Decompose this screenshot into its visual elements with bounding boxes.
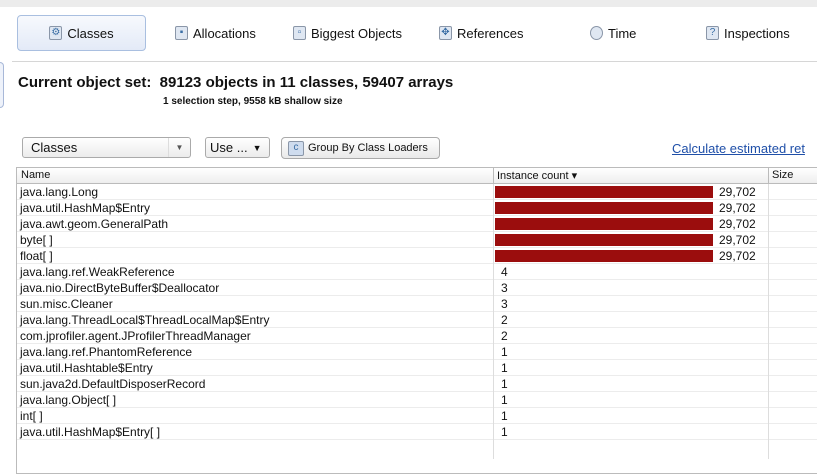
tab-label: Time [608,25,637,41]
group-button-label: Group By Class Loaders [308,142,428,154]
class-loader-icon: c [288,140,304,156]
instance-count: 29,702 [719,233,756,247]
side-tab[interactable] [0,62,4,108]
class-name: java.lang.Object[ ] [20,393,117,407]
instance-count: 3 [501,297,508,311]
class-name: float[ ] [20,249,53,263]
column-size[interactable]: Size [772,169,794,181]
table-row[interactable]: java.lang.ref.WeakReference 4 [17,264,817,280]
table-row[interactable]: float[ ] 29,702 [17,248,817,264]
instance-count-bar [495,250,713,262]
instance-count: 29,702 [719,185,756,199]
classes-icon: ⚙ [49,26,63,40]
instance-count: 29,702 [719,201,756,215]
class-name: java.lang.ref.PhantomReference [20,345,193,359]
divider [12,61,817,62]
class-name: java.lang.Long [20,185,99,199]
table-row[interactable]: sun.misc.Cleaner 3 [17,296,817,312]
table-row[interactable]: java.lang.Long 29,702 [17,184,817,200]
tab-inspections[interactable]: ? Inspections [706,15,790,51]
instance-count: 1 [501,393,508,407]
allocations-icon: ▪ [175,26,188,40]
instance-count-bar [495,218,713,230]
class-name: com.jprofiler.agent.JProfilerThreadManag… [20,329,251,343]
tab-allocations[interactable]: ▪ Allocations [175,15,256,51]
chevron-down-icon: ▼ [168,138,190,157]
top-strip [0,0,817,7]
instance-count: 1 [501,345,508,359]
page-title: Current object set: 89123 objects in 11 … [18,74,454,91]
use-select[interactable]: Use ... ▼ [205,137,270,158]
references-icon: ✥ [439,26,452,40]
table-row[interactable]: java.lang.ThreadLocal$ThreadLocalMap$Ent… [17,312,817,328]
table-row[interactable]: java.lang.Object[ ] 1 [17,392,817,408]
table-body: java.lang.Long 29,702 java.util.HashMap$En… [17,184,817,440]
class-name: byte[ ] [20,233,53,247]
table-row[interactable]: sun.java2d.DefaultDisposerRecord 1 [17,376,817,392]
clock-icon [590,26,603,40]
instance-count-bar [495,186,713,198]
instance-count: 1 [501,361,508,375]
class-name: sun.misc.Cleaner [20,297,113,311]
group-by-class-loaders-button[interactable]: c Group By Class Loaders [281,137,440,159]
chevron-down-icon: ▼ [252,142,262,153]
instance-count-bar [495,234,713,246]
table-header: Name Instance count ▾ Size [17,168,817,184]
tab-label: Allocations [193,25,256,41]
tab-classes[interactable]: ⚙ Classes [17,15,146,51]
table-row[interactable]: java.util.HashMap$Entry[ ] 1 [17,424,817,440]
table-row[interactable]: byte[ ] 29,702 [17,232,817,248]
instance-count: 3 [501,281,508,295]
class-name: java.lang.ThreadLocal$ThreadLocalMap$Ent… [20,313,270,327]
table-row[interactable]: java.awt.geom.GeneralPath 29,702 [17,216,817,232]
instance-count: 2 [501,313,508,327]
instance-count-bar [495,202,713,214]
table-row[interactable]: java.util.HashMap$Entry 29,702 [17,200,817,216]
tab-references[interactable]: ✥ References [439,15,523,51]
instance-count: 1 [501,409,508,423]
column-instance-count[interactable]: Instance count ▾ [497,170,578,182]
help-icon: ? [706,26,719,40]
calculate-retained-link[interactable]: Calculate estimated ret [672,141,805,156]
table-row[interactable]: int[ ] 1 [17,408,817,424]
column-name[interactable]: Name [21,169,51,181]
tab-biggest-objects[interactable]: ▫ Biggest Objects [293,15,402,51]
view-select[interactable]: Classes ▼ [22,137,191,158]
table-row[interactable]: java.lang.ref.PhantomReference 1 [17,344,817,360]
table-row[interactable]: java.nio.DirectByteBuffer$Deallocator 3 [17,280,817,296]
classes-table: Name Instance count ▾ Size java.lang.Lon… [16,167,817,474]
instance-count: 29,702 [719,249,756,263]
use-select-value: Use ... [210,140,248,155]
instance-count: 29,702 [719,217,756,231]
class-name: java.awt.geom.GeneralPath [20,217,169,231]
tab-time[interactable]: Time [590,15,636,51]
biggest-objects-icon: ▫ [293,26,306,40]
table-row[interactable]: java.util.Hashtable$Entry 1 [17,360,817,376]
class-name: java.util.Hashtable$Entry [20,361,153,375]
table-row[interactable]: com.jprofiler.agent.JProfilerThreadManag… [17,328,817,344]
tab-label: Classes [67,25,114,41]
tab-label: Inspections [724,25,790,41]
class-name: sun.java2d.DefaultDisposerRecord [20,377,206,391]
instance-count: 1 [501,377,508,391]
class-name: java.util.HashMap$Entry[ ] [20,425,161,439]
page-subtitle: 1 selection step, 9558 kB shallow size [163,96,343,107]
view-tabs: ⚙ Classes ▪ Allocations ▫ Biggest Objects ✥… [0,15,817,51]
class-name: java.nio.DirectByteBuffer$Deallocator [20,281,220,295]
class-name: int[ ] [20,409,43,423]
instance-count: 1 [501,425,508,439]
tab-label: Biggest Objects [311,25,403,41]
instance-count: 4 [501,265,508,279]
class-name: java.util.HashMap$Entry [20,201,151,215]
tab-label: References [457,25,524,41]
view-select-value: Classes [31,140,78,155]
class-name: java.lang.ref.WeakReference [20,265,175,279]
instance-count: 2 [501,329,508,343]
